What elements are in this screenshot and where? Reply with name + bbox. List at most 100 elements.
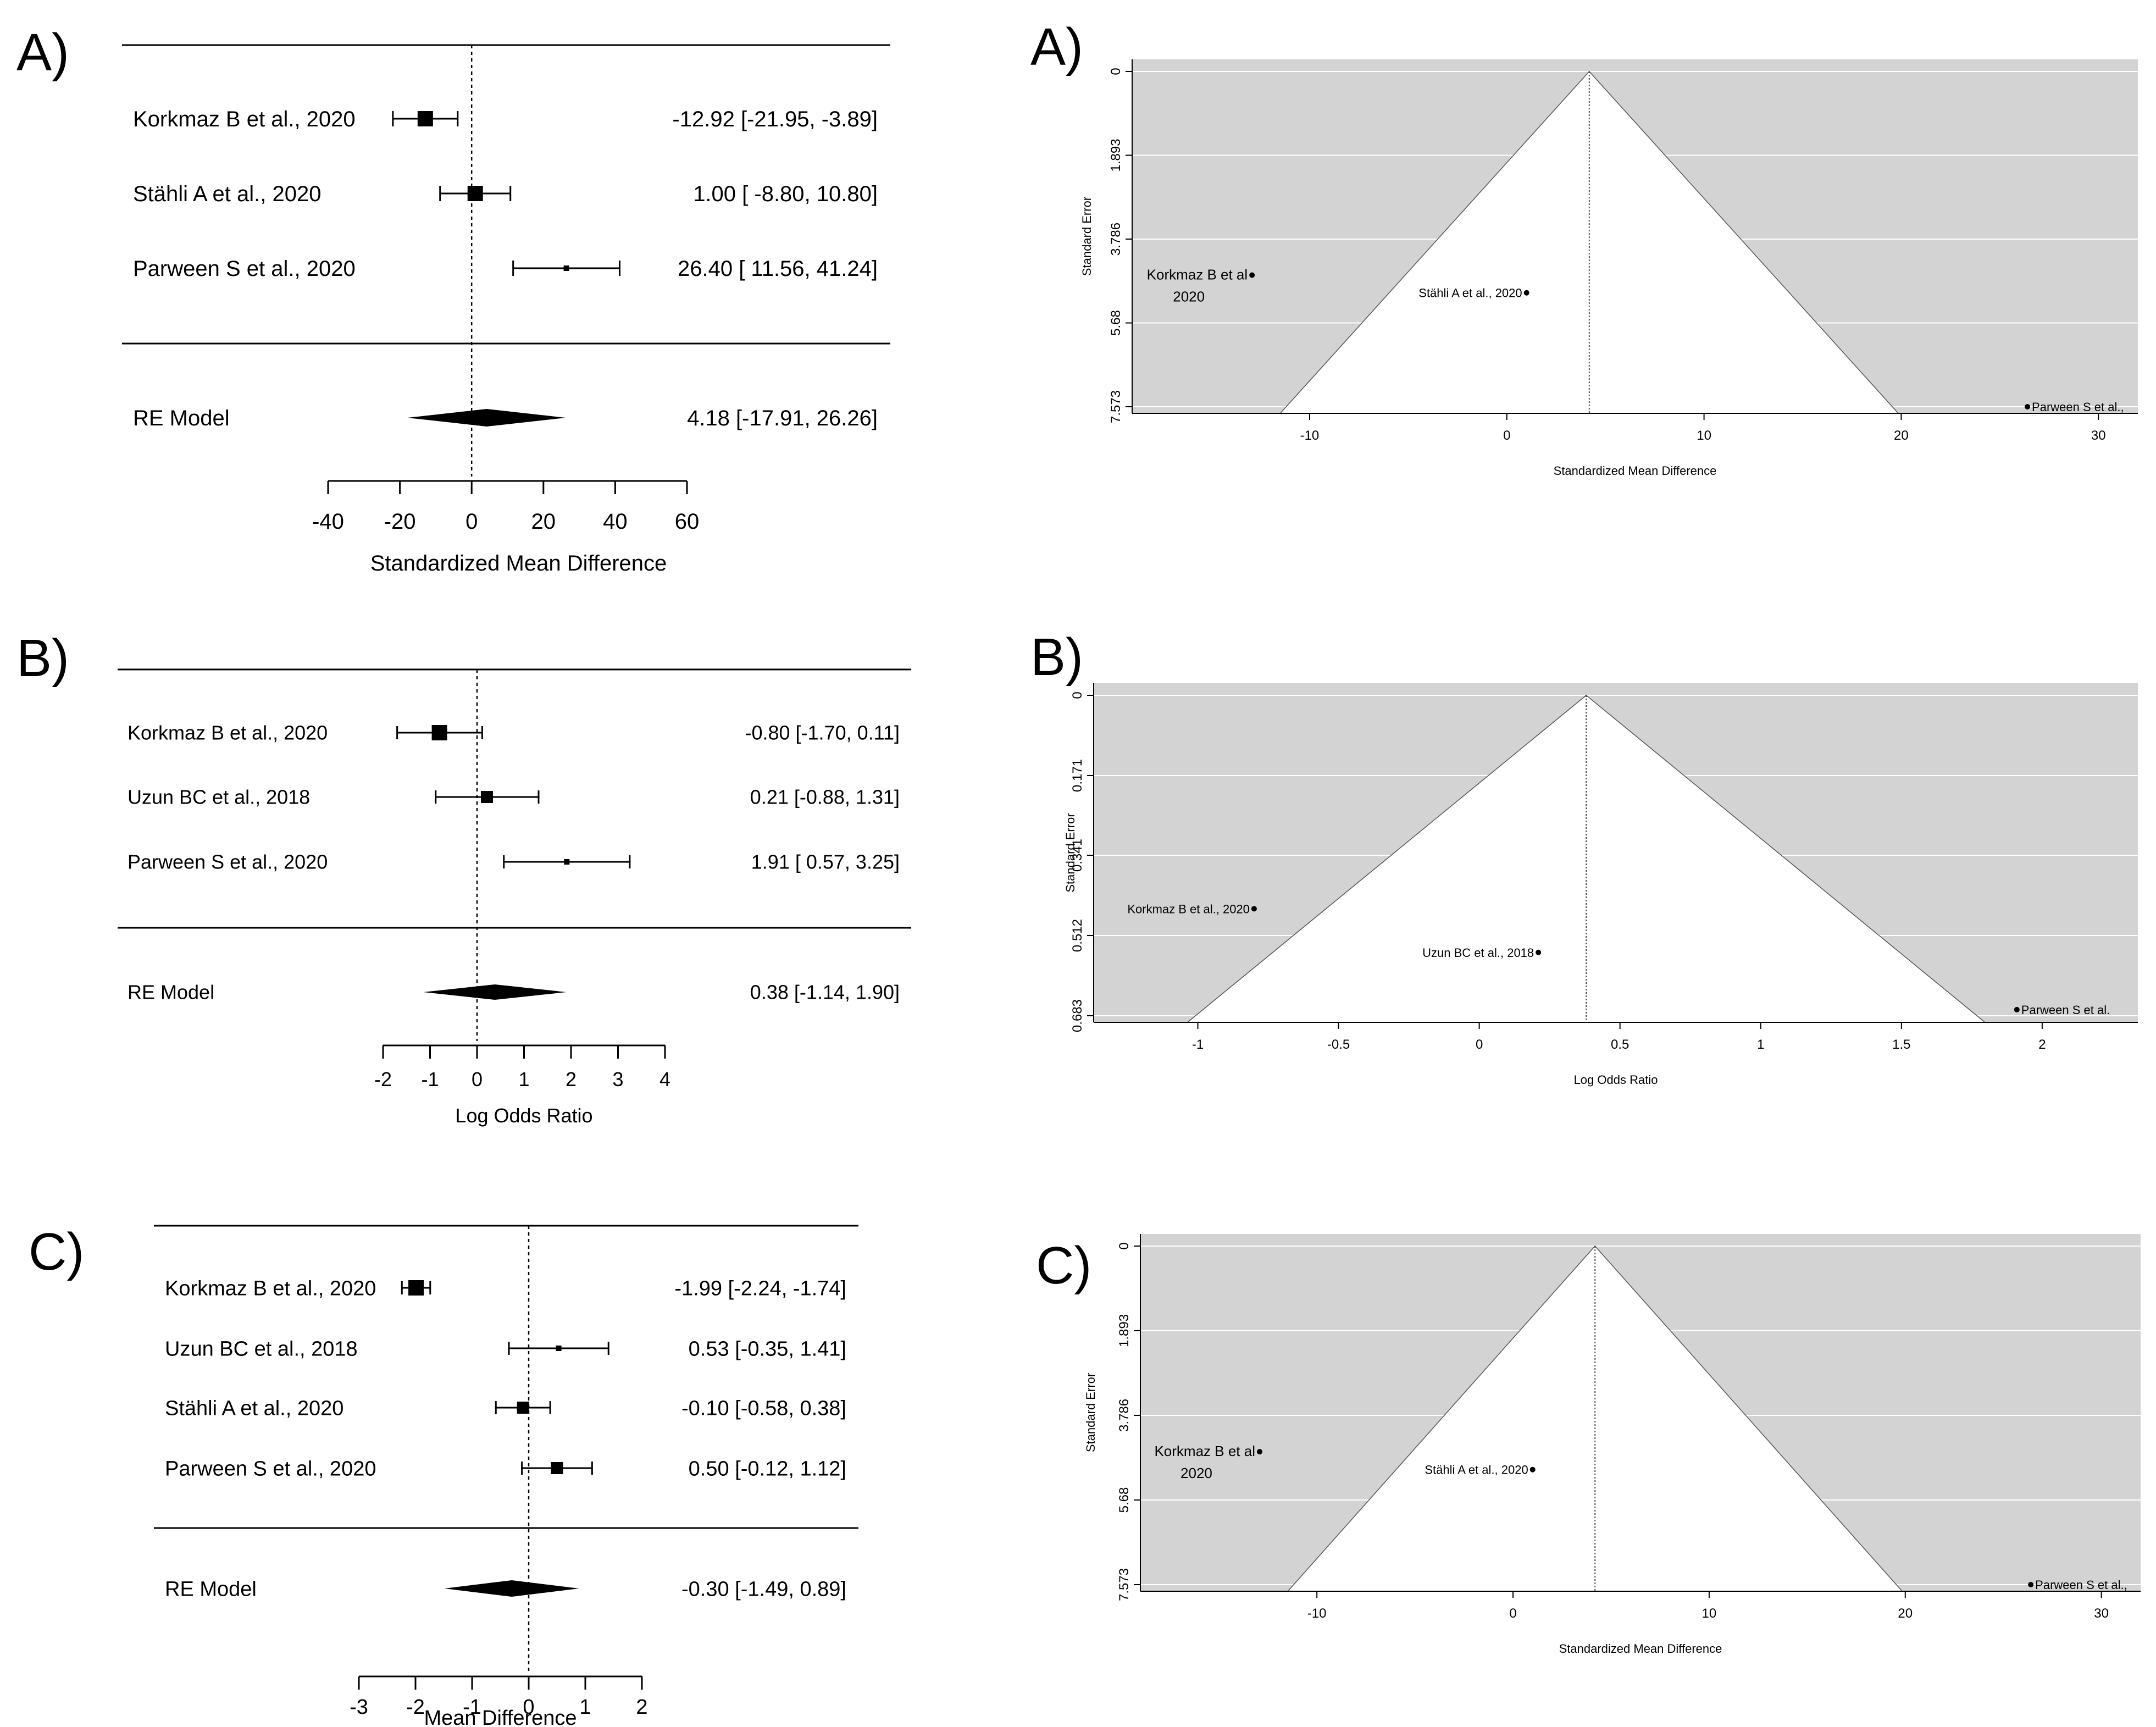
forest-study-label: Parween S et al., 2020 bbox=[128, 851, 328, 873]
forest-study-estimate-text: 1.91 [ 0.57, 3.25] bbox=[751, 851, 900, 873]
funnel-x-tick-label: 30 bbox=[2091, 428, 2106, 443]
forest-study-label: Uzun BC et al., 2018 bbox=[128, 786, 310, 809]
forest-study-label: Korkmaz B et al., 2020 bbox=[128, 722, 328, 744]
funnel-x-tick-label: 20 bbox=[1894, 428, 1909, 443]
forest-study-label: Parween S et al., 2020 bbox=[133, 257, 356, 281]
funnel-point bbox=[1536, 949, 1542, 955]
forest-point-estimate bbox=[563, 265, 569, 271]
funnel-panel-letter: C) bbox=[1036, 1236, 1091, 1295]
forest-study-label: Uzun BC et al., 2018 bbox=[165, 1337, 358, 1360]
funnel-y-tick-label: 5.68 bbox=[1109, 310, 1123, 336]
funnel-panel-letter: A) bbox=[1030, 18, 1083, 76]
funnel-x-tick-label: 0 bbox=[1503, 428, 1510, 443]
forest-summary-label: RE Model bbox=[128, 981, 214, 1004]
funnel-y-tick-label: 0.512 bbox=[1070, 919, 1085, 952]
forest-x-tick-label: 2 bbox=[566, 1068, 577, 1091]
forest-study-estimate-text: 0.21 [-0.88, 1.31] bbox=[750, 786, 900, 809]
forest-study-label: Korkmaz B et al., 2020 bbox=[165, 1277, 376, 1300]
forest-point-estimate bbox=[417, 111, 433, 126]
forest-x-tick-label: 0 bbox=[472, 1068, 483, 1091]
forest-panel-letter: B) bbox=[16, 629, 69, 688]
funnel-x-tick-label: 0 bbox=[1476, 1037, 1483, 1052]
forest-study-estimate-text: 1.00 [ -8.80, 10.80] bbox=[693, 182, 878, 206]
forest-summary-estimate-text: 4.18 [-17.91, 26.26] bbox=[687, 406, 878, 430]
forest-x-tick-label: 0 bbox=[465, 510, 478, 534]
forest-x-axis-title: Mean Difference bbox=[424, 1707, 577, 1727]
funnel-x-tick-label: 2 bbox=[2038, 1037, 2046, 1052]
funnel-x-tick-label: 20 bbox=[1898, 1606, 1913, 1621]
funnel-point-label-line2: 2020 bbox=[1173, 289, 1205, 305]
funnel-y-tick-label: 0.171 bbox=[1070, 759, 1085, 792]
forest-point-estimate bbox=[480, 791, 493, 803]
forest-summary-label: RE Model bbox=[165, 1577, 257, 1601]
funnel-x-tick-label: 1.5 bbox=[1892, 1037, 1910, 1052]
funnel-point bbox=[1529, 1466, 1536, 1473]
funnel-point bbox=[1251, 906, 1257, 912]
funnel-x-tick-label: 10 bbox=[1697, 428, 1711, 443]
forest-study-label: Parween S et al., 2020 bbox=[165, 1457, 376, 1480]
funnel-point bbox=[2025, 404, 2031, 409]
forest-x-tick-label: 1 bbox=[579, 1696, 591, 1719]
forest-summary-diamond bbox=[444, 1580, 579, 1597]
forest-x-tick-label: 40 bbox=[603, 510, 628, 534]
funnel-x-axis-title: Standardized Mean Difference bbox=[1559, 1642, 1722, 1656]
funnel-point-label: Stähli A et al., 2020 bbox=[1418, 286, 1522, 300]
funnel-point-label: Stähli A et al., 2020 bbox=[1425, 1463, 1528, 1477]
forest-study-estimate-text: -0.10 [-0.58, 0.38] bbox=[681, 1397, 846, 1420]
funnel-y-tick-label: 0.341 bbox=[1070, 839, 1085, 872]
funnel-point bbox=[1523, 290, 1529, 296]
funnel-y-tick-label: 0 bbox=[1117, 1242, 1132, 1249]
forest-point-estimate bbox=[431, 725, 447, 740]
funnel-y-axis-title: Standard Error bbox=[1084, 1373, 1098, 1452]
funnel-point-label: Korkmaz B et al bbox=[1147, 267, 1248, 283]
funnel-y-axis-title: Standard Error bbox=[1080, 197, 1094, 276]
forest-study-label: Stähli A et al., 2020 bbox=[133, 182, 321, 206]
funnel-point bbox=[2014, 1006, 2020, 1012]
funnel-point-label: Parween S et al., bbox=[2032, 400, 2124, 414]
forest-point-estimate bbox=[467, 186, 483, 201]
forest-summary-diamond bbox=[423, 984, 567, 1000]
forest-x-tick-label: -1 bbox=[463, 1696, 481, 1719]
funnel-point-label: Korkmaz B et al bbox=[1154, 1443, 1255, 1459]
funnel-x-tick-label: 10 bbox=[1702, 1606, 1717, 1621]
forest-study-estimate-text: -12.92 [-21.95, -3.89] bbox=[672, 107, 878, 131]
funnel-y-tick-label: 1.893 bbox=[1109, 139, 1123, 171]
forest-x-tick-label: 3 bbox=[612, 1068, 623, 1091]
funnel-y-tick-label: 7.573 bbox=[1117, 1568, 1132, 1601]
forest-panel-letter: C) bbox=[29, 1222, 84, 1281]
funnel-point-label: Korkmaz B et al., 2020 bbox=[1127, 902, 1250, 916]
funnel-y-tick-label: 0 bbox=[1070, 691, 1085, 699]
forest-study-estimate-text: 26.40 [ 11.56, 41.24] bbox=[678, 257, 878, 281]
forest-x-tick-label: -40 bbox=[312, 510, 344, 534]
forest-x-axis-title: Standardized Mean Difference bbox=[370, 551, 667, 575]
forest-x-tick-label: 20 bbox=[531, 510, 556, 534]
funnel-x-axis-title: Standardized Mean Difference bbox=[1554, 464, 1717, 478]
forest-x-tick-label: 0 bbox=[523, 1696, 534, 1719]
forest-summary-diamond bbox=[407, 409, 566, 427]
funnel-y-tick-label: 1.893 bbox=[1117, 1314, 1132, 1347]
funnel-y-tick-label: 5.68 bbox=[1117, 1487, 1132, 1513]
forest-point-estimate bbox=[564, 859, 570, 865]
funnel-point bbox=[1256, 1449, 1262, 1455]
forest-summary-estimate-text: 0.38 [-1.14, 1.90] bbox=[750, 981, 900, 1004]
funnel-x-tick-label: 0 bbox=[1509, 1606, 1516, 1621]
funnel-x-tick-label: -0.5 bbox=[1327, 1037, 1350, 1052]
funnel-x-tick-label: -1 bbox=[1192, 1037, 1204, 1052]
funnel-y-tick-label: 3.786 bbox=[1117, 1399, 1132, 1432]
funnel-point-label: Parween S et al., bbox=[2035, 1578, 2127, 1592]
forest-x-tick-label: -2 bbox=[374, 1068, 392, 1091]
funnel-y-tick-label: 0.683 bbox=[1070, 999, 1085, 1032]
funnel-point-label: Parween S et al. bbox=[2021, 1003, 2110, 1017]
forest-x-tick-label: -1 bbox=[421, 1068, 439, 1091]
forest-study-estimate-text: -0.80 [-1.70, 0.11] bbox=[745, 722, 900, 744]
forest-x-tick-label: 60 bbox=[675, 510, 700, 534]
funnel-y-axis-title: Standard Error bbox=[1063, 813, 1077, 892]
forest-x-tick-label: 1 bbox=[518, 1068, 529, 1091]
funnel-y-tick-label: 0 bbox=[1109, 68, 1123, 75]
funnel-x-axis-title: Log Odds Ratio bbox=[1574, 1073, 1658, 1087]
funnel-y-tick-label: 3.786 bbox=[1109, 223, 1123, 256]
forest-x-tick-label: 2 bbox=[636, 1696, 647, 1719]
funnel-y-tick-label: 7.573 bbox=[1109, 390, 1123, 423]
funnel-x-tick-label: 0.5 bbox=[1611, 1037, 1629, 1052]
